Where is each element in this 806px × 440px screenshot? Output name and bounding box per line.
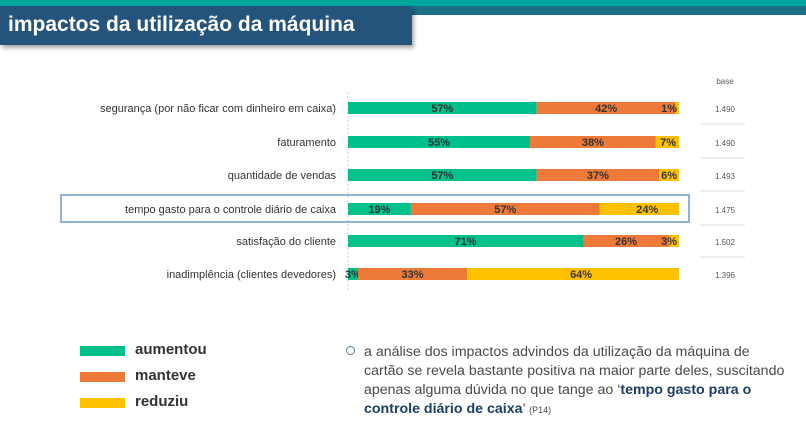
data-label-reduziu: 64% [570, 269, 592, 281]
category-label: faturamento [277, 137, 336, 149]
data-label-reduziu: 24% [636, 204, 658, 216]
bar-segment-reduziu [659, 169, 679, 181]
legend-item-manteve: manteve [80, 367, 280, 394]
data-label-reduziu: 1% [661, 103, 677, 115]
data-label-aumentou: 71% [454, 236, 476, 248]
data-label-manteve: 37% [587, 170, 609, 182]
note-emphasis: tempo gasto para o controle diário de ca… [364, 382, 752, 417]
base-header: base [716, 77, 734, 86]
category-label: inadimplência (clientes devedores) [167, 269, 336, 281]
data-label-reduziu: 6% [661, 170, 677, 182]
data-label-manteve: 26% [615, 236, 637, 248]
base-value: 1.490 [715, 139, 736, 148]
legend-swatch-reduziu [80, 398, 125, 408]
data-label-aumentou: 19% [368, 204, 390, 216]
data-label-reduziu: 3% [661, 236, 677, 248]
category-label: segurança (por não ficar com dinheiro em… [100, 103, 336, 115]
base-value: 1.490 [715, 105, 736, 114]
category-label: quantidade de vendas [228, 170, 337, 182]
data-label-manteve: 42% [595, 103, 617, 115]
bar-segment-aumentou [348, 203, 411, 215]
legend-item-aumentou: aumentou [80, 341, 280, 368]
bullet-icon [346, 346, 355, 355]
analysis-note: a análise dos impactos advindos da utili… [346, 343, 786, 420]
base-value: 1.475 [715, 206, 736, 215]
base-value: 1.493 [715, 172, 736, 181]
data-label-aumentou: 3% [345, 269, 361, 281]
bar-segment-manteve [536, 102, 676, 114]
bar-segment-aumentou [348, 169, 537, 181]
category-label: tempo gasto para o controle diário de ca… [125, 204, 337, 216]
legend-item-reduziu: reduziu [80, 393, 280, 420]
data-label-reduziu: 7% [660, 137, 676, 149]
legend-label-reduziu: reduziu [135, 393, 189, 410]
top-accent-band [412, 6, 806, 15]
bar-segment-manteve [536, 169, 660, 181]
bar-segment-manteve [530, 136, 656, 148]
data-label-aumentou: 57% [431, 103, 453, 115]
bar-segment-reduziu [599, 203, 679, 215]
bar-segment-reduziu [467, 268, 679, 280]
note-text: a análise dos impactos advindos da utili… [364, 343, 786, 420]
bar-segment-manteve [410, 203, 600, 215]
highlight-box [60, 194, 690, 223]
bar-segment-aumentou [348, 268, 358, 280]
data-label-manteve: 38% [582, 137, 604, 149]
note-body: a análise dos impactos advindos da utili… [364, 344, 785, 398]
top-accent-stripe [0, 0, 806, 6]
data-label-manteve: 33% [402, 269, 424, 281]
bar-segment-aumentou [348, 136, 531, 148]
legend-swatch-manteve [80, 372, 125, 382]
data-label-aumentou: 55% [428, 137, 450, 149]
bar-segment-aumentou [348, 235, 584, 247]
bar-segment-reduziu [655, 136, 679, 148]
title-bar: impactos da utilização da máquina [0, 6, 412, 45]
data-label-aumentou: 57% [431, 170, 453, 182]
bar-segment-aumentou [348, 102, 537, 114]
legend-swatch-aumentou [80, 346, 125, 356]
category-label: satisfação do cliente [236, 236, 336, 248]
note-reference: (P14) [529, 405, 552, 415]
bar-segment-reduziu [675, 102, 679, 114]
bar-segment-reduziu [669, 235, 679, 247]
bar-segment-manteve [357, 268, 468, 280]
data-label-manteve: 57% [494, 204, 516, 216]
note-closing: ’ [522, 401, 526, 417]
page-title: impactos da utilização da máquina [8, 13, 355, 36]
base-value: 1.502 [715, 238, 736, 247]
legend-label-manteve: manteve [135, 367, 196, 384]
base-value: 1.396 [715, 271, 736, 280]
legend-label-aumentou: aumentou [135, 341, 207, 358]
bar-segment-manteve [583, 235, 670, 247]
legend: aumentou manteve reduziu [80, 341, 280, 420]
